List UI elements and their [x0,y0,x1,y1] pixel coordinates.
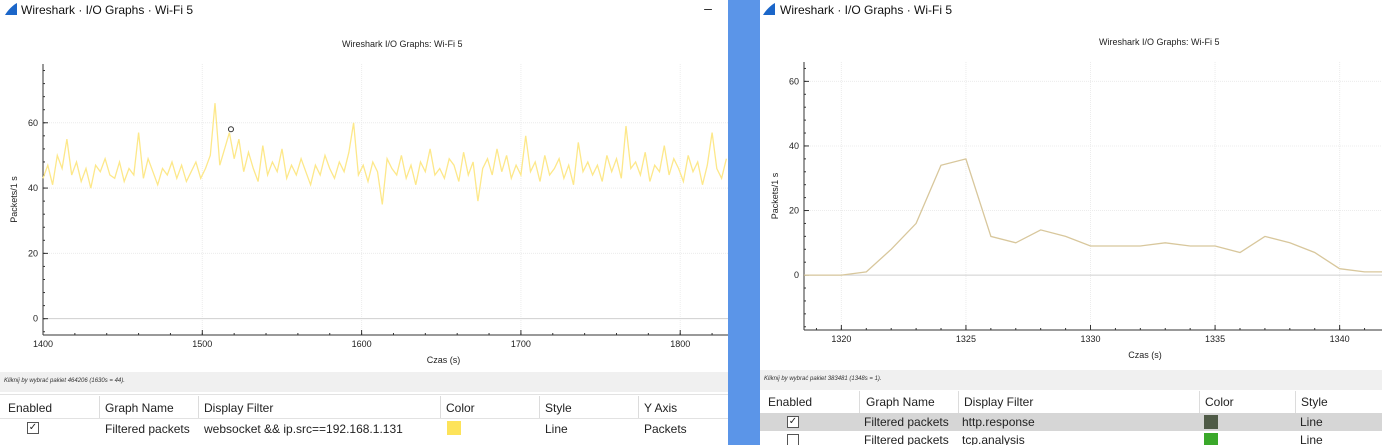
column-separator [958,391,959,413]
y-tick-label: 40 [28,183,38,193]
enabled-checkbox[interactable] [787,434,799,445]
graphs-table: Enabled Graph Name Display Filter Color … [760,390,1382,445]
y-axis-label: Packets/1 s [770,172,780,219]
status-bar: Kliknij by wybrać pakiet 464206 (1630s =… [0,372,728,392]
graph-name-cell[interactable]: Filtered packets [105,422,190,436]
x-axis-label: Czas (s) [427,355,461,365]
display-filter-cell[interactable]: websocket && ip.src==192.168.1.131 [204,422,403,436]
y-tick-label: 60 [789,76,799,86]
io-graph-chart[interactable]: 1320 1325 1330 1335 1340 0 20 40 60 Czas (s) Packe… [760,24,1382,370]
color-swatch[interactable] [1204,433,1218,445]
header-graph-name[interactable]: Graph Name [866,395,935,409]
minimize-button[interactable]: – [704,0,712,16]
x-tick-label: 1340 [1330,334,1350,344]
header-enabled[interactable]: Enabled [8,401,53,415]
desktop-background [728,0,760,445]
window-title: Wireshark · I/O Graphs · Wi-Fi 5 [780,3,953,17]
graph-title: Wireshark I/O Graphs: Wi-Fi 5 [342,39,463,49]
x-tick-label: 1500 [192,339,212,349]
status-bar: Kliknij by wybrać pakiet 383481 (1348s =… [760,370,1382,390]
y-axis-label: Packets/1 s [9,176,19,223]
wireshark-fin-icon [763,3,775,15]
x-tick-label: 1320 [831,334,851,344]
x-tick-label: 1400 [33,339,53,349]
style-cell[interactable]: Line [545,422,568,436]
color-swatch[interactable] [447,421,461,435]
series-line [804,158,1382,276]
graph-title: Wireshark I/O Graphs: Wi-Fi 5 [1099,37,1220,47]
color-swatch[interactable] [1204,415,1218,429]
header-display-filter[interactable]: Display Filter [964,395,1034,409]
header-color[interactable]: Color [1205,395,1234,409]
graph-plot-area[interactable]: Wireshark I/O Graphs: Wi-Fi 5 1320 1325 13… [760,24,1382,370]
header-style[interactable]: Style [545,401,572,415]
y-tick-label: 0 [794,270,799,280]
title-bar: Wireshark · I/O Graphs · Wi-Fi 5 – [0,0,728,24]
style-cell[interactable]: Line [1300,433,1323,445]
title-bar: Wireshark · I/O Graphs · Wi-Fi 5 [760,0,1382,24]
header-y-axis[interactable]: Y Axis [644,401,678,415]
column-separator [859,391,860,413]
header-graph-name[interactable]: Graph Name [105,401,174,415]
y-axis-cell[interactable]: Packets [644,422,687,436]
header-enabled[interactable]: Enabled [768,395,813,409]
column-separator [1199,391,1200,413]
y-tick-label: 40 [789,141,799,151]
y-tick-label: 0 [33,314,38,324]
io-graphs-window-left: Wireshark · I/O Graphs · Wi-Fi 5 – Wires… [0,0,728,445]
enabled-checkbox[interactable]: ✓ [27,422,39,434]
header-color[interactable]: Color [446,401,475,415]
x-tick-label: 1800 [670,339,690,349]
column-separator [539,396,540,418]
header-display-filter[interactable]: Display Filter [204,401,274,415]
table-row-selected[interactable]: ✓ Filtered packets http.response Line [760,413,1382,431]
window-title: Wireshark · I/O Graphs · Wi-Fi 5 [21,3,194,17]
x-tick-label: 1600 [352,339,372,349]
header-divider [0,418,728,419]
enabled-checkbox[interactable]: ✓ [787,416,799,428]
hover-marker [227,126,234,133]
column-separator [99,396,100,418]
style-cell[interactable]: Line [1300,415,1323,429]
graphs-table: Enabled Graph Name Display Filter Color … [0,394,728,445]
column-separator [1295,391,1296,413]
graph-name-cell[interactable]: Filtered packets [864,415,949,429]
x-tick-label: 1700 [511,339,531,349]
series-line [42,103,728,205]
io-graphs-window-right: Wireshark · I/O Graphs · Wi-Fi 5 Wiresha… [760,0,1382,445]
display-filter-cell[interactable]: http.response [962,415,1035,429]
io-graph-chart[interactable]: 1400 1500 1600 1700 1800 0 20 40 60 Czas (s) Packe… [0,24,728,372]
display-filter-cell[interactable]: tcp.analysis [962,433,1025,445]
x-tick-label: 1325 [956,334,976,344]
table-row[interactable]: Filtered packets tcp.analysis Line [760,431,1382,445]
table-top-border [0,394,728,395]
column-separator [638,396,639,418]
graph-plot-area[interactable]: Wireshark I/O Graphs: Wi-Fi 5 1400 1500 16… [0,24,728,372]
header-style[interactable]: Style [1301,395,1328,409]
graph-name-cell[interactable]: Filtered packets [864,433,949,445]
y-tick-label: 60 [28,118,38,128]
wireshark-fin-icon [5,3,17,15]
y-tick-label: 20 [28,248,38,258]
y-tick-label: 20 [789,206,799,216]
x-tick-label: 1330 [1080,334,1100,344]
x-tick-label: 1335 [1205,334,1225,344]
x-axis-label: Czas (s) [1128,350,1162,360]
column-separator [198,396,199,418]
column-separator [440,396,441,418]
